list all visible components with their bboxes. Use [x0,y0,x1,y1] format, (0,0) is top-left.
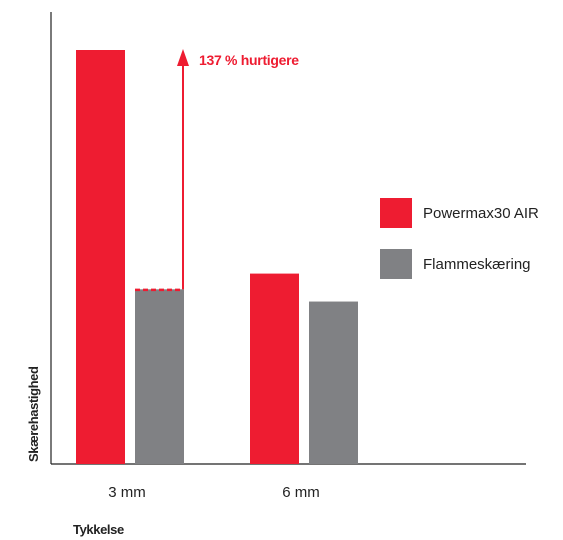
x-tick-label: 3 mm [108,484,146,501]
bar-flame-3mm [135,289,184,464]
bars-group [76,50,358,464]
y-axis-title: Skærehastighed [26,366,41,462]
legend-swatch [380,198,412,228]
annotation-group: 137 % hurtigere [135,49,300,292]
legend: Powermax30 AIR Flammeskæring [380,198,539,279]
x-tick-labels: 3 mm 6 mm [108,484,320,501]
legend-label: Powermax30 AIR [423,205,539,222]
x-tick-label: 6 mm [282,484,320,501]
legend-swatch [380,249,412,279]
x-axis-title: Tykkelse [73,522,124,537]
bar-flame-6mm [309,301,358,464]
legend-label: Flammeskæring [423,256,531,273]
annotation-label: 137 % hurtigere [199,52,299,68]
bar-powermax-6mm [250,273,299,464]
bar-powermax-3mm [76,50,125,464]
annotation-arrowhead [177,49,189,66]
